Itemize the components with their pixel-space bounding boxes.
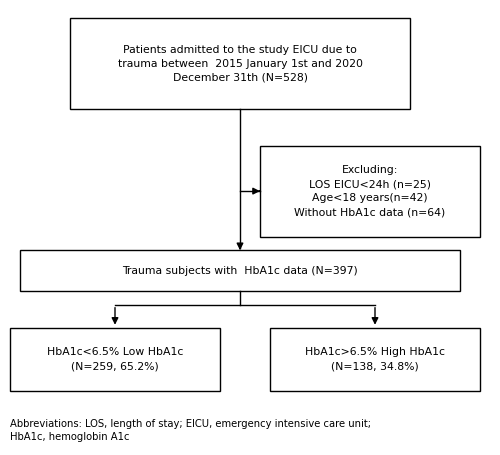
FancyBboxPatch shape [20,250,460,291]
FancyBboxPatch shape [70,18,410,109]
Text: HbA1c>6.5% High HbA1c
(N=138, 34.8%): HbA1c>6.5% High HbA1c (N=138, 34.8%) [305,348,445,371]
Text: Trauma subjects with  HbA1c data (N=397): Trauma subjects with HbA1c data (N=397) [122,266,358,276]
FancyBboxPatch shape [10,328,220,391]
Text: HbA1c<6.5% Low HbA1c
(N=259, 65.2%): HbA1c<6.5% Low HbA1c (N=259, 65.2%) [47,348,183,371]
Text: Patients admitted to the study EICU due to
trauma between  2015 January 1st and : Patients admitted to the study EICU due … [118,45,362,83]
Text: Excluding:
LOS EICU<24h (n=25)
Age<18 years(n=42)
Without HbA1c data (n=64): Excluding: LOS EICU<24h (n=25) Age<18 ye… [294,165,446,217]
FancyBboxPatch shape [260,146,480,237]
FancyBboxPatch shape [270,328,480,391]
Text: Abbreviations: LOS, length of stay; EICU, emergency intensive care unit;
HbA1c, : Abbreviations: LOS, length of stay; EICU… [10,419,371,442]
